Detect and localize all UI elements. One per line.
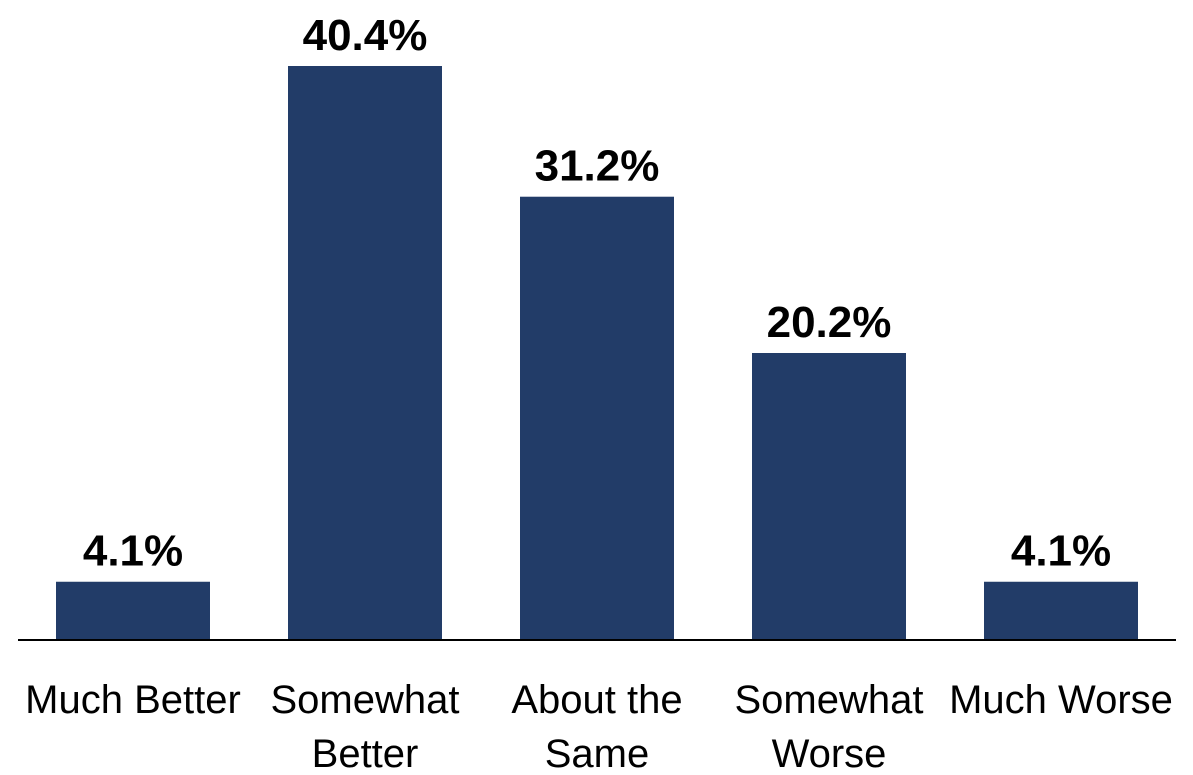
bars-group [56,66,1138,640]
category-label-2: About the Same [511,678,682,775]
category-label-3-line-0: Somewhat [735,678,924,722]
category-labels-group: Much Better Somewhat Better About the Same So… [25,678,1173,775]
category-label-0: Much Better [25,678,241,722]
bar-1 [288,66,442,640]
bar-3 [752,353,906,640]
data-label-0: 4.1% [83,527,183,576]
category-label-2-line-0: About the [511,678,682,722]
data-label-1: 40.4% [303,11,428,60]
category-label-4-line-0: Much Worse [949,678,1173,722]
category-label-3-line-1: Worse [772,732,887,775]
value-labels-group: 4.1% 40.4% 31.2% 20.2% 4.1% [83,11,1111,576]
bar-0 [56,581,210,640]
category-label-1-line-0: Somewhat [271,678,460,722]
category-label-1-line-1: Better [312,732,419,775]
bar-2 [520,196,674,640]
category-label-4: Much Worse [949,678,1173,722]
category-label-3: Somewhat Worse [735,678,924,775]
data-label-4: 4.1% [1011,527,1111,576]
data-label-2: 31.2% [535,142,660,191]
data-label-3: 20.2% [767,298,892,347]
category-label-1: Somewhat Better [271,678,460,775]
bar-4 [984,581,1138,640]
category-label-2-line-1: Same [545,732,650,775]
category-label-0-line-0: Much Better [25,678,241,722]
